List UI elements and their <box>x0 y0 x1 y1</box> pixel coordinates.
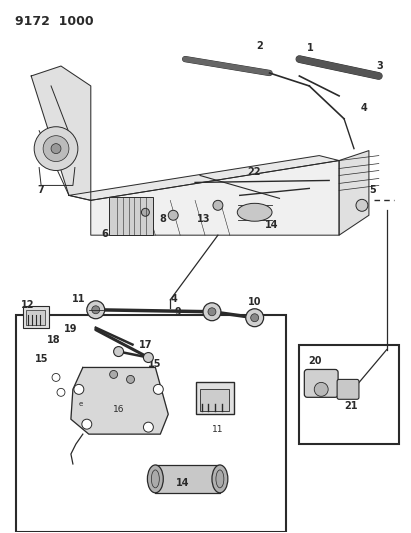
Text: 13: 13 <box>196 214 210 224</box>
Circle shape <box>74 384 84 394</box>
Text: 11: 11 <box>212 425 224 434</box>
Text: 11: 11 <box>72 294 85 304</box>
Text: 5: 5 <box>369 185 376 196</box>
Circle shape <box>314 382 328 397</box>
Bar <box>109 197 153 235</box>
Circle shape <box>153 384 163 394</box>
Text: 16: 16 <box>113 405 125 414</box>
Polygon shape <box>71 367 168 434</box>
Circle shape <box>82 419 92 429</box>
Circle shape <box>141 208 149 216</box>
Bar <box>299 345 399 444</box>
Ellipse shape <box>212 465 228 493</box>
Polygon shape <box>91 160 339 235</box>
Circle shape <box>246 309 263 327</box>
Bar <box>155 465 220 493</box>
Ellipse shape <box>216 470 224 488</box>
Circle shape <box>113 346 124 357</box>
Ellipse shape <box>151 470 159 488</box>
Bar <box>16 315 286 531</box>
Bar <box>200 389 229 411</box>
Text: 8: 8 <box>159 214 166 224</box>
FancyBboxPatch shape <box>304 369 338 397</box>
Circle shape <box>110 370 118 378</box>
Text: 4: 4 <box>361 103 368 113</box>
Text: 6: 6 <box>101 229 108 239</box>
Circle shape <box>251 314 259 322</box>
Circle shape <box>143 352 153 362</box>
Text: 21: 21 <box>344 401 358 411</box>
Circle shape <box>168 211 178 220</box>
Circle shape <box>356 199 368 211</box>
Text: e: e <box>79 401 83 407</box>
Circle shape <box>143 422 153 432</box>
Text: 7: 7 <box>37 185 44 196</box>
Circle shape <box>34 127 78 171</box>
Circle shape <box>127 375 134 383</box>
Circle shape <box>51 144 61 154</box>
FancyBboxPatch shape <box>337 379 359 399</box>
Circle shape <box>203 303 221 321</box>
Circle shape <box>92 306 100 314</box>
Text: 3: 3 <box>377 61 383 71</box>
Text: 9: 9 <box>175 307 182 317</box>
Text: 15: 15 <box>35 354 48 365</box>
Text: 4: 4 <box>170 294 177 304</box>
Text: 2: 2 <box>256 41 263 51</box>
Circle shape <box>52 374 60 382</box>
Text: 1: 1 <box>307 43 314 53</box>
Bar <box>26 310 45 325</box>
Bar <box>196 382 234 414</box>
Polygon shape <box>339 151 369 235</box>
Circle shape <box>208 308 216 316</box>
Circle shape <box>43 136 69 161</box>
Polygon shape <box>69 156 339 200</box>
Text: 14: 14 <box>176 478 190 488</box>
Circle shape <box>213 200 223 211</box>
Text: 20: 20 <box>309 357 322 367</box>
Polygon shape <box>31 66 91 200</box>
Text: 12: 12 <box>21 300 35 310</box>
Text: 19: 19 <box>65 324 78 334</box>
Circle shape <box>57 389 65 397</box>
Bar <box>23 306 49 328</box>
Text: 18: 18 <box>47 335 61 345</box>
Ellipse shape <box>237 203 272 221</box>
Text: 17: 17 <box>139 340 152 350</box>
Circle shape <box>87 301 105 319</box>
Ellipse shape <box>148 465 163 493</box>
Text: 22: 22 <box>248 167 261 177</box>
Text: 9172  1000: 9172 1000 <box>15 15 94 28</box>
Text: 10: 10 <box>248 297 261 307</box>
Text: 14: 14 <box>265 220 278 230</box>
Text: 15: 15 <box>148 359 162 369</box>
